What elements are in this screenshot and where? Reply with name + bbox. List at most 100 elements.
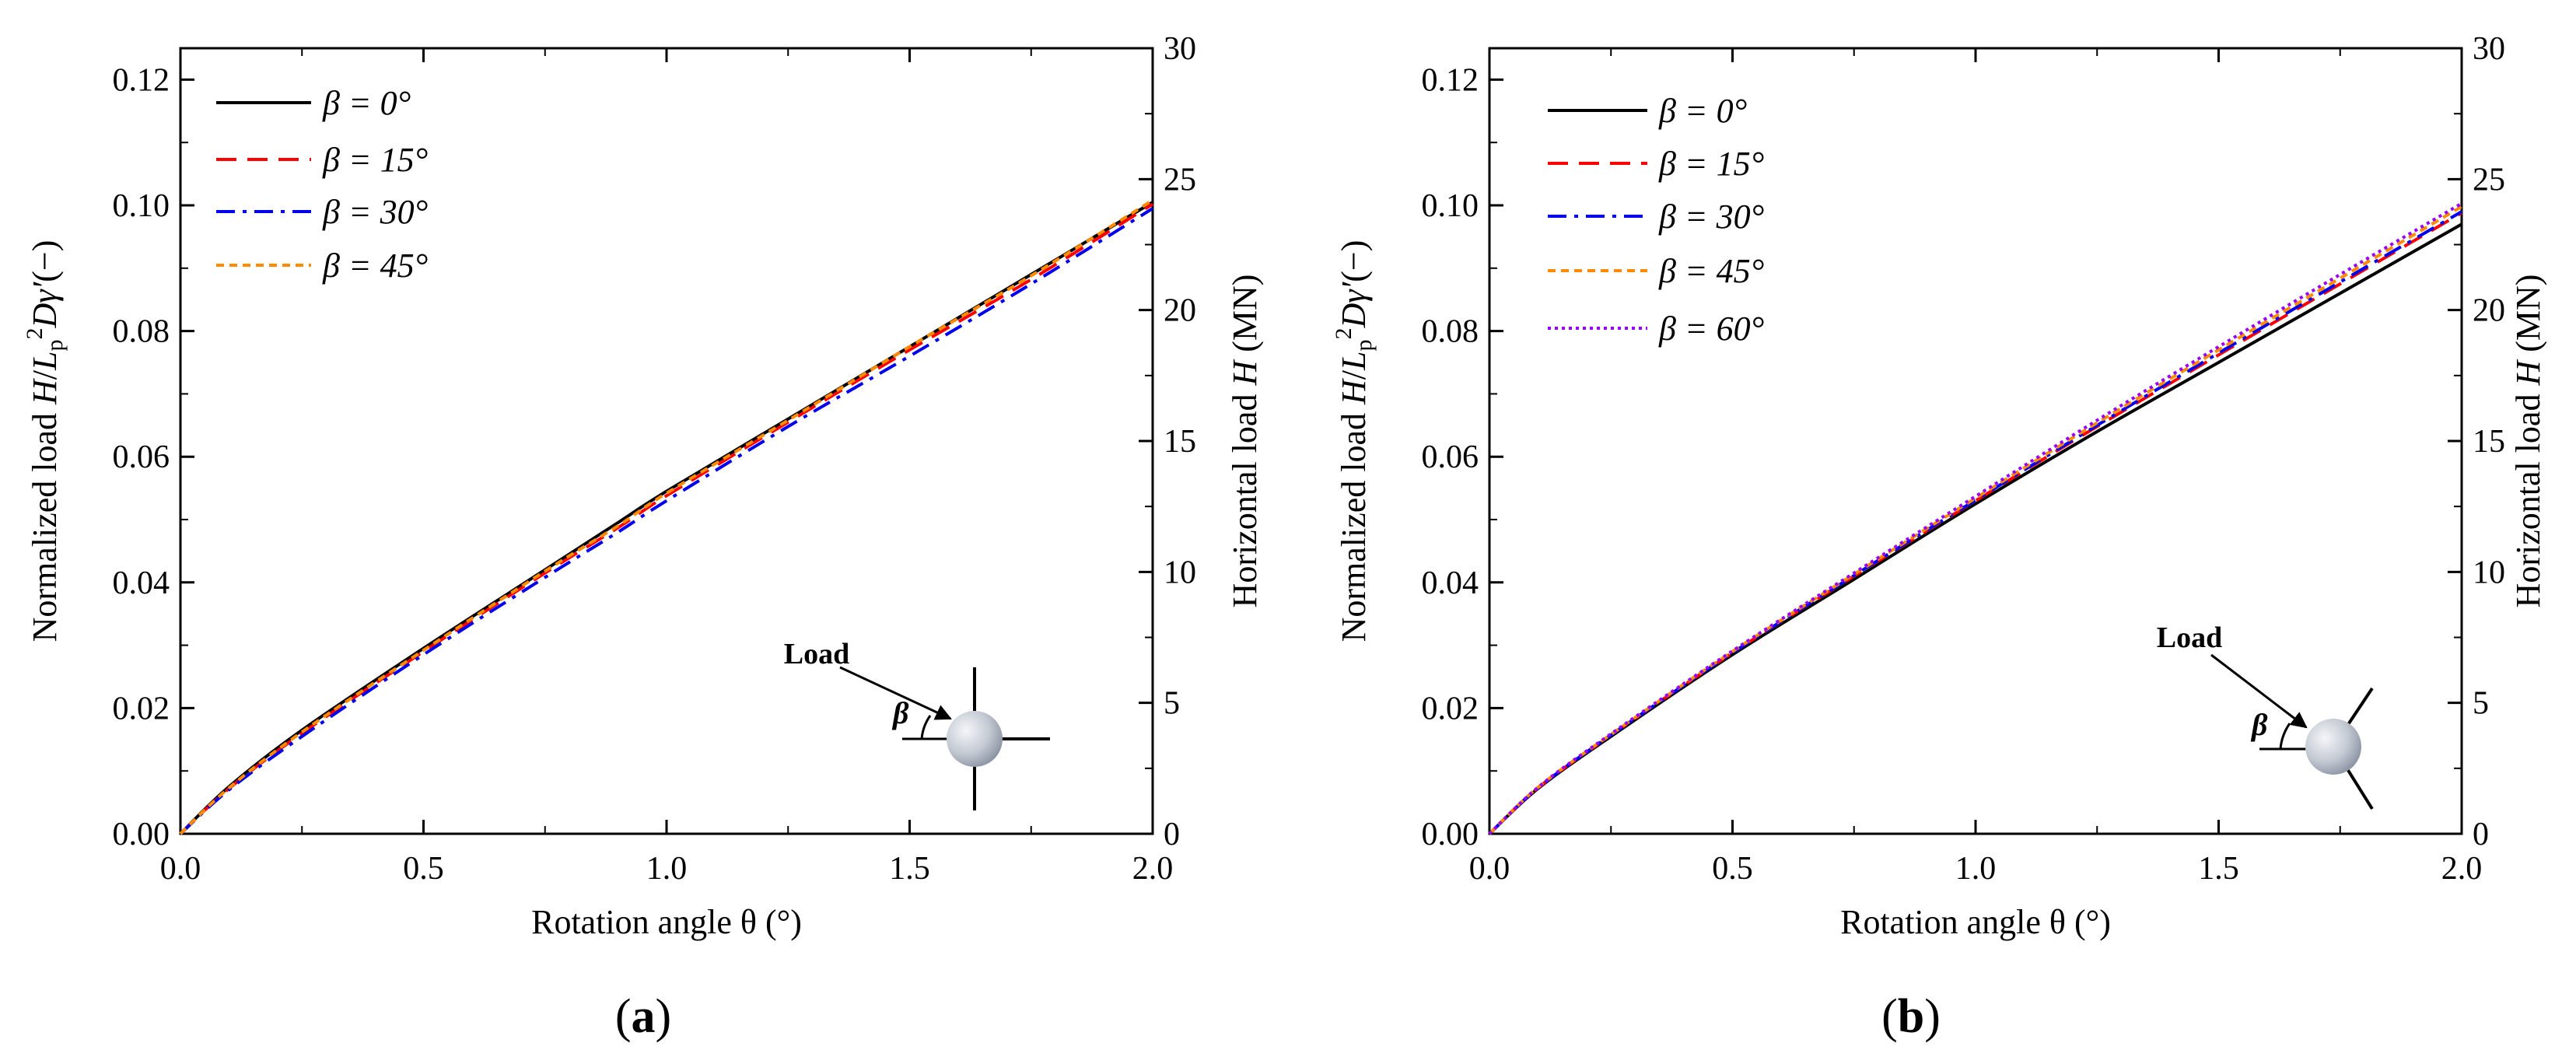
panel-b-letter: b: [1898, 990, 1924, 1043]
y-axis-label-slash: /: [26, 369, 64, 380]
x-tick-label: 0.5: [403, 851, 444, 887]
panel-a-y-tick-labels: 0.00 0.02 0.04 0.06 0.08 0.10 0.12: [113, 62, 170, 852]
y2-axis-label-symbol: H: [2509, 359, 2547, 387]
panel-a-ticks: [179, 47, 1154, 835]
y-tick-label: 0.12: [1422, 62, 1479, 98]
y-axis-label-symbol: L: [1335, 351, 1373, 370]
y-axis-label-slash: /: [1335, 369, 1373, 380]
legend-label: β = 15°: [1658, 145, 1764, 183]
x-tick-label: 1.5: [889, 851, 930, 887]
legend-label: β = 45°: [1658, 252, 1764, 290]
y2-axis-label-unit: (MN): [2509, 275, 2547, 361]
y-axis-label-symbol: γ′: [26, 281, 64, 303]
y-axis-label-symbol: γ′: [1335, 281, 1373, 303]
x-tick-label: 2.0: [2441, 851, 2483, 887]
inset-load-label: Load: [2157, 621, 2222, 654]
y-tick-label: 0.08: [113, 314, 170, 350]
y-tick-label: 0.00: [1422, 817, 1479, 852]
y-axis-label-symbol: D: [1335, 303, 1373, 328]
y2-tick-label: 15: [1164, 424, 1196, 460]
inset-load-arrow: [2210, 653, 2308, 729]
panel-a-x-tick-labels: 0.0 0.5 1.0 1.5 2.0: [160, 851, 1174, 887]
legend-label: β = 30°: [322, 193, 428, 231]
series-line-2: [179, 207, 1154, 835]
y-axis-label-unit: (−): [1335, 240, 1373, 282]
y-axis-label-subscript: p: [42, 339, 68, 351]
y-tick-label: 0.02: [113, 691, 170, 726]
y2-axis-label: Horizontal load H (MN): [2509, 275, 2547, 608]
y-axis-label-symbol: H: [26, 378, 64, 405]
panel-b-legend: β = 0° β = 15° β = 30° β = 45° β = 60°: [1548, 92, 1764, 348]
series-line-1: [179, 202, 1154, 835]
x-tick-label: 1.0: [1955, 851, 1997, 887]
y-axis-label-text: Normalized load: [1335, 404, 1373, 642]
legend-label: β = 0°: [1658, 92, 1747, 130]
y2-tick-label: 5: [2473, 686, 2489, 722]
panel-a-series: [179, 198, 1154, 835]
y2-tick-label: 20: [2473, 293, 2505, 329]
y-axis-label: Normalized load H/Lp2Dγ′(−): [1331, 240, 1377, 642]
panel-b-inset-diagram: Load β: [2157, 621, 2374, 810]
panel-b-y2-tick-labels: 0 5 10 15 20 25 30: [2473, 31, 2505, 852]
x-tick-label: 0.5: [1712, 851, 1753, 887]
x-tick-label: 1.5: [2198, 851, 2239, 887]
y2-axis-label-unit: (MN): [1226, 275, 1264, 361]
panel-a-legend: β = 0° β = 15° β = 30° β = 45°: [216, 84, 428, 285]
inset-angle-arc: [2279, 723, 2291, 750]
panel-a: 0.0 0.5 1.0 1.5 2.0 0.00 0.02 0.04 0.06 …: [22, 31, 1264, 1043]
inset-load-arrow: [839, 666, 952, 720]
series-line-2: [1488, 210, 2463, 835]
y-axis-label-text: Normalized load: [26, 404, 64, 642]
y2-tick-label: 25: [2473, 162, 2505, 198]
x-tick-label: 2.0: [1132, 851, 1174, 887]
legend-label: β = 45°: [322, 247, 428, 285]
legend-label: β = 15°: [322, 141, 428, 179]
y2-tick-label: 10: [2473, 555, 2505, 590]
y2-tick-label: 10: [1164, 555, 1196, 590]
y-axis-label-subscript: p: [1351, 339, 1377, 351]
y-tick-label: 0.06: [113, 439, 170, 475]
y-tick-label: 0.04: [1422, 565, 1479, 601]
series-line-4: [1488, 201, 2463, 835]
legend-label: β = 60°: [1658, 310, 1764, 348]
panel-a-letter: a: [632, 990, 656, 1043]
inset-monopile: [2305, 719, 2361, 775]
y-tick-label: 0.10: [113, 188, 170, 224]
panel-b-ticks: [1488, 47, 2463, 835]
panel-b-x-tick-labels: 0.0 0.5 1.0 1.5 2.0: [1469, 851, 2483, 887]
y2-tick-label: 30: [1164, 31, 1196, 67]
y-tick-label: 0.04: [113, 565, 170, 601]
inset-angle-arc: [920, 715, 932, 740]
panel-a-plot-area: [179, 47, 1154, 835]
y2-tick-label: 5: [1164, 686, 1180, 722]
y-axis-label: Normalized load H/Lp2Dγ′(−): [22, 240, 68, 642]
x-tick-label: 1.0: [646, 851, 688, 887]
x-tick-label: 0.0: [160, 851, 201, 887]
panel-b-caption: (b): [1881, 990, 1941, 1043]
y2-tick-label: 15: [2473, 424, 2505, 460]
y2-tick-label: 20: [1164, 293, 1196, 329]
y-tick-label: 0.10: [1422, 188, 1479, 224]
y2-axis-label-symbol: H: [1226, 359, 1264, 387]
legend-label: β = 30°: [1658, 198, 1764, 236]
panel-a-caption: (a): [615, 990, 671, 1043]
y2-tick-label: 0: [1164, 817, 1180, 852]
y2-axis-label-text: Horizontal load: [2509, 386, 2547, 608]
y-tick-label: 0.06: [1422, 439, 1479, 475]
y-axis-label-symbol: D: [26, 303, 64, 328]
inset-load-label: Load: [784, 638, 849, 670]
panel-b-series: [1488, 201, 2463, 835]
y2-tick-label: 25: [1164, 162, 1196, 198]
y-axis-label-unit: (−): [26, 240, 64, 282]
legend-label: β = 0°: [322, 84, 411, 122]
x-axis-label: Rotation angle θ (°): [1840, 903, 2111, 941]
panel-a-inset-diagram: Load β: [784, 638, 1050, 810]
y-axis-label-superscript: 2: [22, 327, 47, 339]
y-tick-label: 0.02: [1422, 691, 1479, 726]
inset-beta-label: β: [891, 695, 909, 730]
x-tick-label: 0.0: [1469, 851, 1510, 887]
series-line-3: [179, 198, 1154, 835]
panel-b-plot-area: [1488, 47, 2463, 835]
y-axis-label-symbol: L: [26, 351, 64, 370]
